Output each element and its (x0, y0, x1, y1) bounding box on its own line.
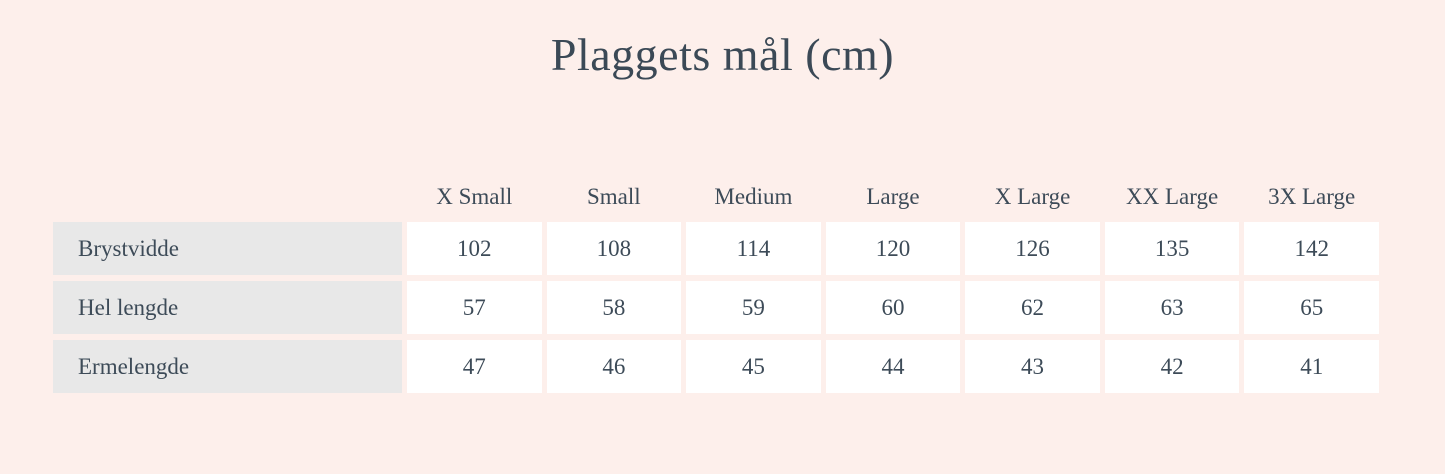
value-cell: 108 (546, 222, 682, 275)
value-cell: 42 (1104, 340, 1240, 393)
value-cell: 63 (1104, 281, 1240, 334)
value-cell: 142 (1244, 222, 1379, 275)
value-cell: 120 (825, 222, 961, 275)
value-cell: 59 (686, 281, 821, 334)
value-cell: 102 (407, 222, 542, 275)
table-row-brystvidde: Brystvidde 102 108 114 120 126 135 142 (53, 222, 1379, 275)
column-header-xx-large: XX Large (1126, 184, 1219, 209)
value-cell: 43 (965, 340, 1100, 393)
page-title: Plaggets mål (cm) (550, 29, 895, 80)
row-label-brystvidde: Brystvidde (53, 222, 402, 275)
value-cell: 114 (686, 222, 821, 275)
corner-cell (53, 170, 402, 216)
value-cell: 135 (1104, 222, 1240, 275)
value-cell: 65 (1244, 281, 1379, 334)
value-cell: 57 (407, 281, 542, 334)
column-header-3x-large: 3X Large (1268, 184, 1356, 209)
value-cell: 41 (1244, 340, 1379, 393)
value-cell: 46 (546, 340, 682, 393)
value-cell: 60 (825, 281, 961, 334)
size-table: X Small Small Medium Large X Large XX La… (48, 164, 1384, 399)
value-cell: 45 (686, 340, 821, 393)
column-header-small: Small (587, 184, 641, 209)
value-cell: 44 (825, 340, 961, 393)
column-header-x-small: X Small (436, 184, 513, 209)
value-cell: 47 (407, 340, 542, 393)
row-label-hel-lengde: Hel lengde (53, 281, 402, 334)
value-cell: 126 (965, 222, 1100, 275)
size-guide-section: Plaggets mål (cm) X Small Small Medium L… (0, 28, 1445, 399)
table-row-hel-lengde: Hel lengde 57 58 59 60 62 63 65 (53, 281, 1379, 334)
column-header-large: Large (866, 184, 920, 209)
row-label-ermelengde: Ermelengde (53, 340, 402, 393)
header-row: X Small Small Medium Large X Large XX La… (53, 170, 1379, 216)
table-row-ermelengde: Ermelengde 47 46 45 44 43 42 41 (53, 340, 1379, 393)
column-header-x-large: X Large (994, 184, 1071, 209)
value-cell: 58 (546, 281, 682, 334)
column-header-medium: Medium (714, 184, 793, 209)
value-cell: 62 (965, 281, 1100, 334)
